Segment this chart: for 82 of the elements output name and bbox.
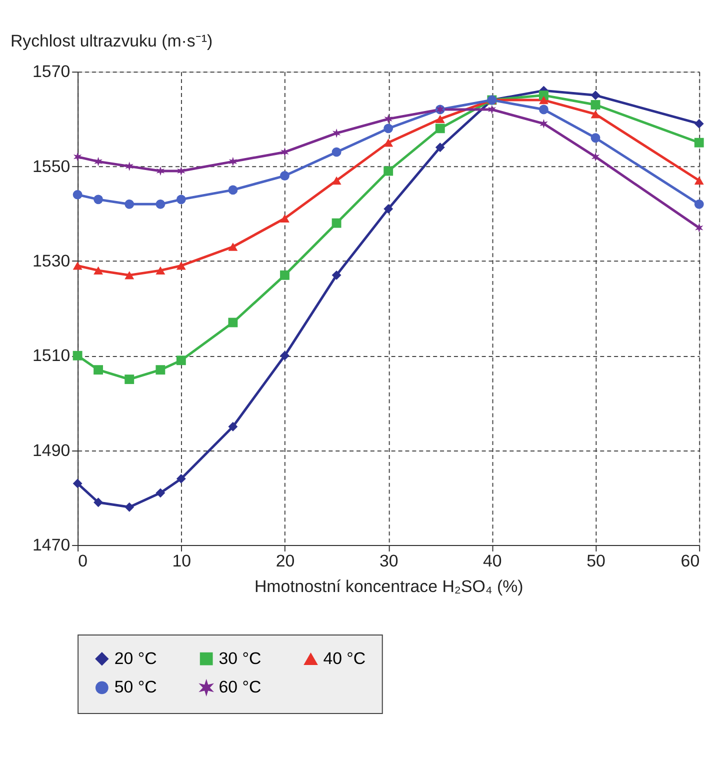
point	[156, 365, 166, 375]
point	[539, 96, 548, 104]
legend-label: 40 °C	[323, 649, 366, 668]
point	[488, 104, 496, 114]
point	[590, 90, 600, 100]
x-tick-label: 50	[586, 551, 606, 570]
point	[228, 185, 238, 195]
point	[540, 118, 548, 128]
point	[332, 218, 342, 228]
legend-label: 50 °C	[114, 678, 157, 697]
point	[156, 266, 166, 275]
point	[694, 118, 704, 128]
point	[176, 262, 186, 270]
point	[176, 194, 186, 204]
point	[176, 474, 186, 484]
point	[94, 266, 104, 275]
point	[280, 171, 290, 180]
point	[694, 138, 704, 148]
point	[695, 223, 704, 233]
point	[590, 100, 600, 110]
point	[72, 190, 82, 200]
x-axis-title: Hmotnostní koncentrace H₂SO₄ (%)	[254, 577, 524, 596]
point	[384, 124, 394, 134]
y-tick-label: 1510	[32, 346, 70, 366]
x-tick-label: 20	[276, 551, 295, 570]
y-tick-label: 1530	[32, 251, 70, 270]
legend-label: 30 °C	[218, 648, 262, 668]
point	[73, 152, 82, 162]
point	[332, 270, 342, 280]
point	[435, 142, 445, 152]
x-tick-label: 40	[483, 551, 502, 570]
point	[124, 199, 134, 209]
x-tick-label: 0	[78, 551, 88, 570]
point	[228, 242, 238, 251]
point	[177, 166, 186, 176]
point	[176, 356, 186, 366]
point	[384, 138, 394, 147]
point	[384, 114, 392, 124]
point	[124, 502, 134, 512]
point	[435, 124, 445, 134]
y-tick-label: 1550	[32, 156, 70, 176]
point	[694, 199, 704, 209]
point	[94, 194, 104, 204]
point	[156, 488, 166, 498]
legend-label: 60 °C	[218, 678, 262, 697]
point	[94, 156, 102, 166]
point	[124, 374, 134, 384]
point	[72, 478, 82, 488]
point	[94, 365, 104, 375]
point	[280, 147, 289, 157]
point	[280, 214, 290, 222]
point	[384, 204, 394, 214]
point	[228, 422, 238, 432]
point	[124, 271, 134, 280]
y-axis-title: Rychlost ultrazvuku (m·s⁻¹)	[10, 31, 213, 50]
point	[332, 128, 341, 138]
point	[384, 166, 394, 176]
point	[280, 350, 290, 360]
point	[590, 110, 600, 118]
point	[94, 498, 104, 508]
point	[539, 104, 548, 114]
x-tick-label: 60	[680, 551, 700, 570]
x-tick-label: 30	[379, 551, 398, 570]
point	[228, 318, 238, 328]
point	[591, 152, 600, 162]
point	[435, 114, 445, 124]
point	[72, 350, 82, 360]
y-tick-label: 1490	[32, 440, 70, 460]
point	[156, 199, 166, 209]
point	[332, 176, 342, 185]
point	[72, 262, 82, 270]
legend-label: 20 °C	[114, 648, 157, 668]
point	[694, 176, 704, 185]
y-tick-label: 1570	[32, 62, 70, 82]
x-tick-label: 10	[172, 551, 192, 570]
point	[228, 156, 238, 166]
point	[280, 270, 290, 280]
point	[156, 166, 165, 176]
point	[332, 147, 342, 157]
point	[590, 133, 600, 143]
point	[125, 162, 134, 172]
y-tick-label: 1470	[32, 535, 70, 554]
